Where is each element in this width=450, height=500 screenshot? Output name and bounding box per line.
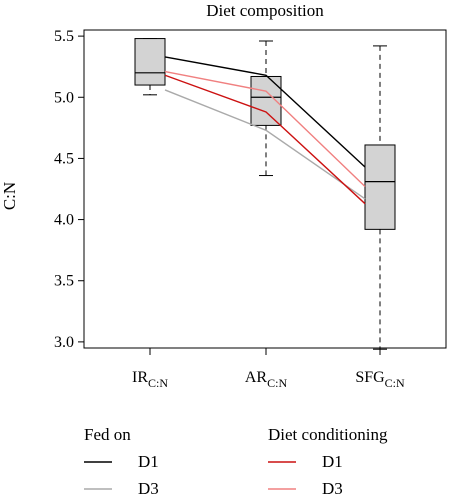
box-ir <box>134 38 166 96</box>
series-lines <box>164 56 366 205</box>
legend-group: Diet conditioning D1 D3 <box>268 425 388 498</box>
x-tick-label-subscript: C:N <box>148 376 168 390</box>
box-sfg <box>364 45 396 350</box>
x-tick-label: IRC:N <box>132 369 168 390</box>
box-iqr <box>134 38 166 86</box>
x-axis: IRC:N ARC:N SFGC:N <box>132 348 405 390</box>
x-tick-label-main: SFG <box>355 369 385 386</box>
y-tick-label: 4.5 <box>54 150 74 167</box>
y-tick-label: 3.5 <box>54 273 74 290</box>
legend-entry-label: D3 <box>138 479 159 498</box>
legend-entry-label: D1 <box>138 452 159 471</box>
legend: Fed on D1 D3 Diet conditioning D1 D3 <box>84 425 388 498</box>
series-line-fed-on-d1 <box>164 56 366 168</box>
box-iqr <box>364 144 396 230</box>
y-tick-label: 3.0 <box>54 334 74 351</box>
x-tick-label-main: AR <box>245 369 268 386</box>
x-tick-label-subscript: C:N <box>267 376 287 390</box>
legend-group: Fed on D1 D3 <box>84 425 159 498</box>
x-tick-label: ARC:N <box>245 369 288 390</box>
series-line-fed-on-d3 <box>164 89 366 200</box>
x-tick-label-main: IR <box>132 369 148 386</box>
legend-group-title: Diet conditioning <box>268 425 388 444</box>
series-line-diet-conditioning-d3 <box>164 70 366 188</box>
y-tick-label: 5.0 <box>54 89 74 106</box>
box-group <box>134 38 396 350</box>
legend-entry-label: D1 <box>322 452 343 471</box>
y-axis: 3.0 3.5 4.0 4.5 5.0 5.5 <box>54 28 84 351</box>
x-tick-label-subscript: C:N <box>385 376 405 390</box>
x-tick-label: SFGC:N <box>355 369 405 390</box>
y-tick-label: 5.5 <box>54 28 74 45</box>
legend-group-title: Fed on <box>84 425 131 444</box>
series-line-diet-conditioning-d1 <box>164 74 366 205</box>
y-tick-label: 4.0 <box>54 212 74 229</box>
chart-title: Diet composition <box>206 1 324 20</box>
plot-frame <box>83 29 447 349</box>
y-axis-label: C:N <box>0 182 19 210</box>
legend-entry-label: D3 <box>322 479 343 498</box>
